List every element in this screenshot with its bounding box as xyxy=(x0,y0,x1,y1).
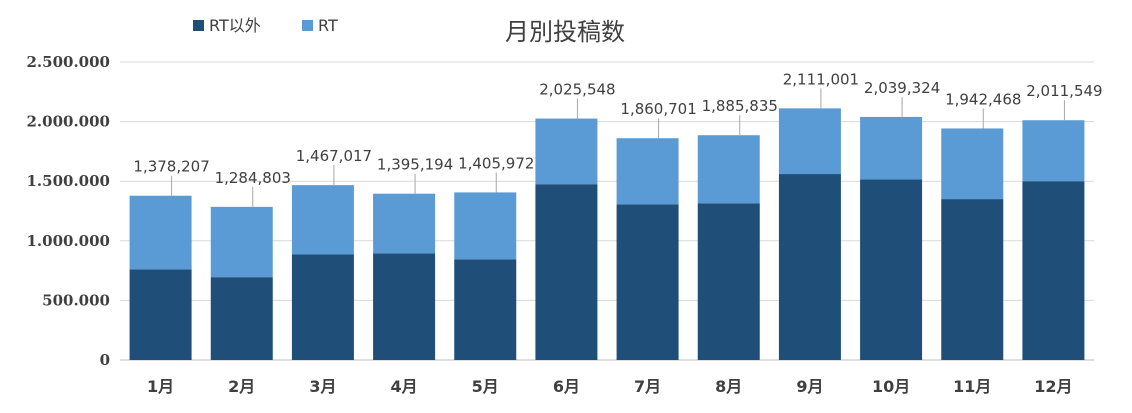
legend-swatch-rt xyxy=(302,20,313,31)
x-tick-label: 6月 xyxy=(553,377,580,396)
y-tick-label: 2.000.000 xyxy=(26,113,110,131)
total-data-label: 1,284,803 xyxy=(215,169,291,187)
total-data-label: 2,111,001 xyxy=(783,70,859,88)
gridlines xyxy=(120,61,1094,361)
total-data-label: 2,039,324 xyxy=(864,79,940,97)
bar-segment-rt xyxy=(210,206,273,278)
bar-segment-rt-igai xyxy=(1022,181,1085,360)
bar-segment-rt-igai xyxy=(697,203,760,360)
bar-segment-rt-igai xyxy=(535,184,598,360)
total-data-label: 2,025,548 xyxy=(539,81,615,99)
bar-segment-rt-igai xyxy=(941,199,1004,360)
y-axis: 0 500.000 1.000.000 1.500.000 2.000.000 2.500… xyxy=(26,53,110,369)
bar-segment-rt xyxy=(291,185,354,255)
legend: RT以外 RT xyxy=(193,16,338,35)
bar-segment-rt-igai xyxy=(778,174,841,360)
total-data-label: 1,405,972 xyxy=(458,154,534,172)
chart-title: 月別投稿数 xyxy=(505,18,625,46)
total-data-label: 2,011,549 xyxy=(1026,82,1102,100)
total-data-label: 1,860,701 xyxy=(620,100,696,118)
x-tick-label: 1月 xyxy=(147,377,174,396)
y-tick-label: 2.500.000 xyxy=(26,53,110,71)
x-tick-label: 3月 xyxy=(309,377,336,396)
total-data-label: 1,942,468 xyxy=(945,90,1021,108)
bar-segment-rt xyxy=(373,193,436,254)
x-tick-label: 10月 xyxy=(872,377,910,396)
bar-segment-rt xyxy=(616,138,679,205)
bar-segment-rt-igai xyxy=(860,179,923,360)
leader-lines xyxy=(171,88,1065,207)
legend-label-rt: RT xyxy=(318,16,338,35)
bar-segment-rt-igai xyxy=(291,254,354,360)
bar-segment-rt xyxy=(860,116,923,180)
bar-segment-rt xyxy=(1022,120,1085,182)
legend-swatch-rt-igai xyxy=(193,20,204,31)
y-tick-label: 0 xyxy=(100,351,110,369)
x-tick-label: 8月 xyxy=(715,377,742,396)
bar-segment-rt-igai xyxy=(454,259,517,360)
x-axis: 1月 2月 3月 4月 5月 6月 7月 8月 9月 10月 11月 12月 xyxy=(147,377,1073,396)
bars xyxy=(129,108,1085,360)
x-tick-label: 2月 xyxy=(228,377,255,396)
y-tick-label: 1.500.000 xyxy=(26,172,110,190)
bar-segment-rt-igai xyxy=(616,204,679,360)
x-tick-label: 12月 xyxy=(1034,377,1072,396)
bar-segment-rt-igai xyxy=(129,269,192,360)
bar-segment-rt xyxy=(535,118,598,185)
total-data-label: 1,885,835 xyxy=(702,97,778,115)
total-data-label: 1,467,017 xyxy=(296,147,372,165)
x-tick-label: 5月 xyxy=(472,377,499,396)
bar-segment-rt-igai xyxy=(373,253,436,360)
y-tick-label: 1.000.000 xyxy=(26,232,110,250)
x-tick-label: 7月 xyxy=(634,377,661,396)
x-tick-label: 4月 xyxy=(391,377,418,396)
bar-segment-rt xyxy=(454,192,517,260)
total-data-label: 1,378,207 xyxy=(133,158,209,176)
x-tick-label: 9月 xyxy=(796,377,823,396)
data-labels: 1,378,207 1,284,803 1,467,017 1,395,194 1,40… xyxy=(133,70,1102,186)
bar-segment-rt-igai xyxy=(210,277,273,360)
bar-segment-rt xyxy=(697,135,760,204)
x-tick-label: 11月 xyxy=(953,377,991,396)
bar-segment-rt xyxy=(778,108,841,175)
y-tick-label: 500.000 xyxy=(42,291,110,309)
bar-segment-rt xyxy=(129,195,192,270)
bar-segment-rt xyxy=(941,128,1004,200)
total-data-label: 1,395,194 xyxy=(377,156,453,174)
legend-label-rt-igai: RT以外 xyxy=(209,16,261,35)
